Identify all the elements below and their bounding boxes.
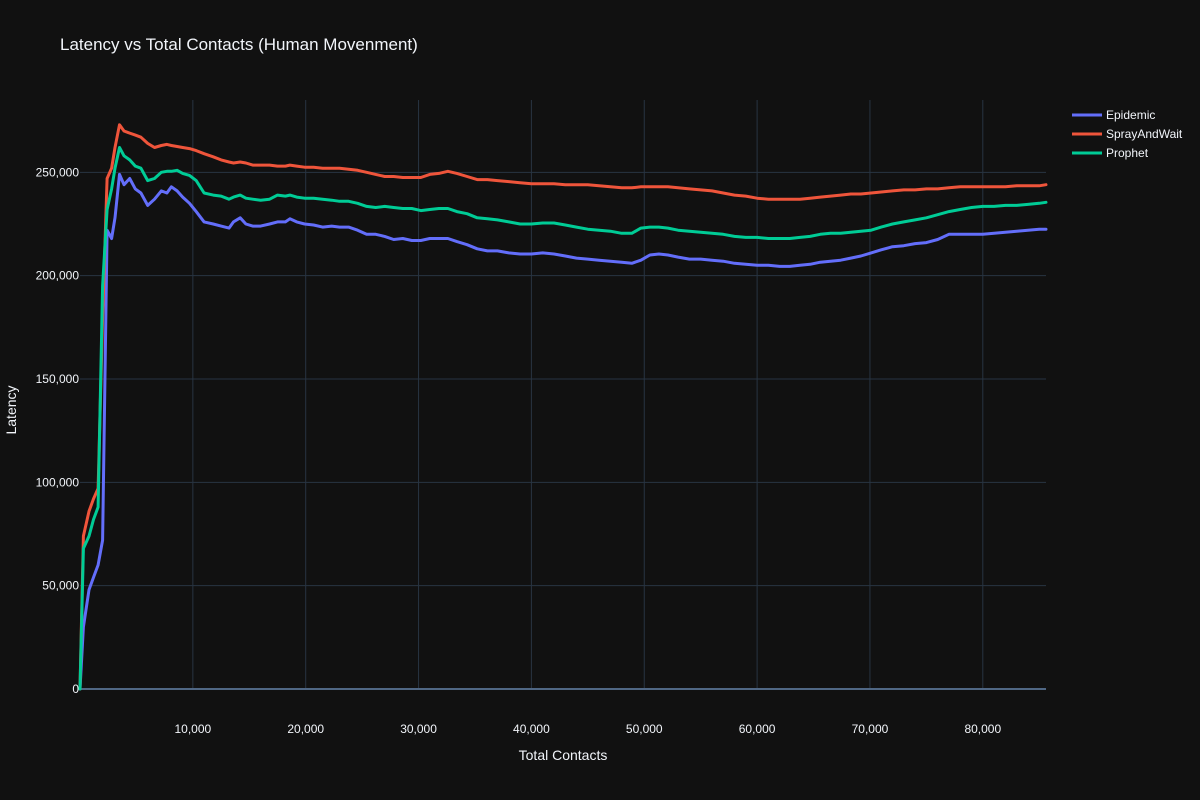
x-axis-label: Total Contacts (519, 747, 608, 763)
x-axis-ticks: 10,000 20,000 30,000 40,000 50,000 60,000 70,0… (174, 722, 1001, 736)
x-tick-label: 20,000 (287, 722, 324, 736)
x-tick-label: 50,000 (626, 722, 663, 736)
y-axis-label: Latency (3, 385, 19, 434)
series-line-prophet (78, 146, 1048, 691)
x-tick-label: 10,000 (174, 722, 211, 736)
y-tick-label: 150,000 (36, 372, 80, 386)
y-tick-label: 200,000 (36, 269, 80, 283)
legend-label: Prophet (1106, 146, 1149, 160)
x-tick-label: 80,000 (964, 722, 1001, 736)
chart-title: Latency vs Total Contacts (Human Movenme… (60, 35, 418, 54)
y-tick-label: 100,000 (36, 475, 80, 489)
y-tick-label: 250,000 (36, 165, 80, 179)
x-tick-label: 60,000 (739, 722, 776, 736)
y-tick-label: 50,000 (42, 579, 79, 593)
legend-label: Epidemic (1106, 108, 1155, 122)
x-tick-label: 40,000 (513, 722, 550, 736)
legend: Epidemic SprayAndWait Prophet (1072, 108, 1183, 160)
x-tick-label: 70,000 (852, 722, 889, 736)
series-lines (78, 123, 1048, 691)
x-tick-label: 30,000 (400, 722, 437, 736)
series-line-epidemic (78, 172, 1048, 691)
series-line-sprayandwait (78, 123, 1048, 691)
y-axis-ticks: 0 50,000 100,000 150,000 200,000 250,000 (36, 165, 80, 696)
legend-label: SprayAndWait (1106, 127, 1183, 141)
y-tick-label: 0 (72, 682, 79, 696)
